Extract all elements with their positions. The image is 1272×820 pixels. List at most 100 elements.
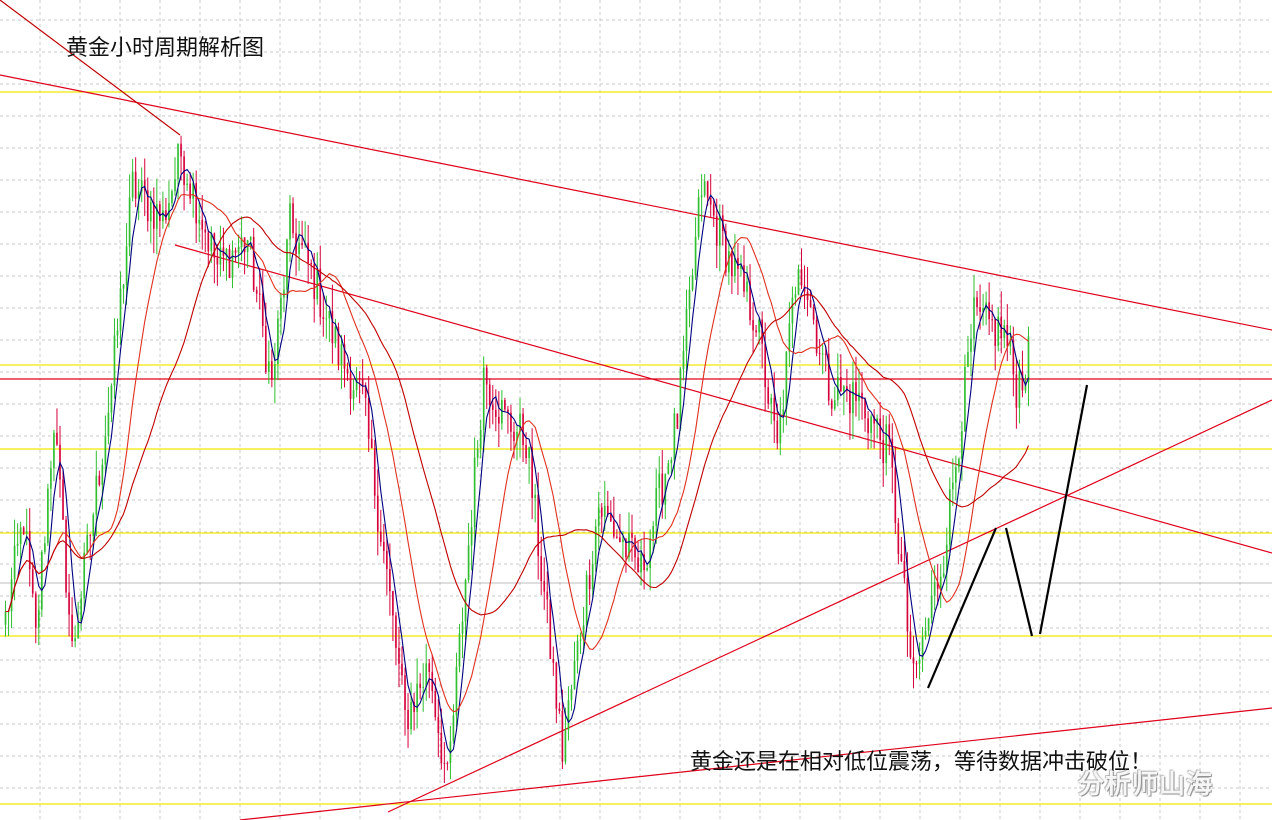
candle-body [628, 533, 630, 558]
candle-body [773, 397, 776, 421]
candle-body [80, 598, 83, 623]
candle-body [897, 523, 900, 554]
candle-body [976, 297, 978, 308]
candle-body [549, 599, 552, 660]
candle-body [585, 575, 588, 626]
candle-body [98, 475, 101, 485]
candle-body [770, 397, 773, 404]
candle-body [876, 418, 878, 424]
candle-body [906, 578, 909, 632]
chart-title: 黄金小时周期解析图 [66, 36, 265, 61]
candle-body [470, 527, 473, 546]
candle-body [594, 526, 597, 564]
candle-body [122, 284, 125, 289]
candle-body [334, 326, 337, 344]
candle-body [930, 596, 933, 619]
candle-body [591, 563, 594, 590]
candle-body [967, 351, 969, 367]
projection-up-leg [926, 527, 998, 689]
candle-body [119, 288, 122, 331]
candle-body [177, 143, 179, 180]
candle-body [782, 409, 785, 415]
candle-body [631, 533, 633, 538]
candle-body [325, 318, 328, 320]
candle-body [516, 431, 518, 441]
candle-body [776, 420, 779, 444]
candle-body [673, 413, 676, 461]
candle-body [915, 663, 918, 665]
candle-body [110, 385, 113, 413]
candle-body [537, 494, 540, 557]
candle-body [343, 344, 346, 369]
candle-body [174, 179, 176, 192]
candle-body [561, 710, 564, 762]
candle-body [970, 338, 972, 352]
candle-body [473, 457, 476, 528]
candle-body [670, 460, 673, 464]
candle-body [921, 636, 924, 660]
candle-body [888, 424, 891, 439]
candle-body [785, 351, 788, 410]
candle-body [413, 701, 415, 712]
candle-body [464, 579, 467, 622]
candlesticks [4, 135, 1030, 783]
candle-body [597, 507, 600, 527]
candle-body [83, 552, 86, 599]
candle-body [476, 448, 479, 458]
candle-body [159, 204, 161, 222]
candle-body [1027, 336, 1030, 383]
candle-body [328, 311, 331, 319]
candle-body [113, 335, 116, 386]
candle-body [988, 302, 990, 320]
candle-body [582, 625, 585, 640]
candle-body [467, 545, 470, 580]
candle-body [507, 409, 509, 413]
candle-body [274, 364, 276, 380]
candle-body [525, 445, 527, 459]
candle-body [849, 390, 851, 414]
candle-body [682, 350, 685, 370]
candle-body [89, 534, 92, 537]
candle-body [289, 203, 291, 240]
candle-body [292, 203, 294, 234]
candle-body [758, 319, 760, 333]
candle-body [1009, 340, 1012, 347]
candle-body [10, 579, 13, 612]
candle-body [879, 418, 882, 441]
candle-body [258, 293, 261, 295]
candle-body [840, 376, 842, 392]
candle-body [576, 640, 579, 661]
candle-body [19, 527, 22, 544]
candle-body [558, 708, 561, 711]
candle-body [870, 416, 872, 434]
trendline [387, 399, 1272, 813]
candle-body [404, 675, 406, 711]
candle-body [358, 377, 361, 379]
candle-body [794, 294, 797, 298]
candle-body [945, 544, 948, 574]
candle-body [92, 514, 95, 537]
candle-body [948, 489, 951, 545]
candle-body [979, 307, 981, 312]
candle-body [534, 494, 536, 499]
candle-body [958, 458, 960, 468]
candle-body [900, 553, 903, 561]
price-projection-path [926, 384, 1089, 689]
candle-body [718, 215, 721, 246]
candle-body [440, 733, 443, 763]
candle-body [791, 297, 794, 324]
candle-body [746, 281, 748, 292]
candle-body [31, 569, 34, 594]
candle-body [264, 326, 267, 373]
candle-body [855, 382, 857, 401]
candle-body [833, 400, 836, 409]
candle-body [389, 569, 391, 592]
candle-body [755, 330, 757, 333]
candle-body [13, 545, 16, 580]
candle-body [616, 536, 618, 538]
candle-body [764, 343, 767, 388]
candle-body [700, 195, 703, 198]
trendline [239, 707, 1272, 820]
candle-body [821, 353, 824, 355]
candle-body [386, 550, 388, 570]
